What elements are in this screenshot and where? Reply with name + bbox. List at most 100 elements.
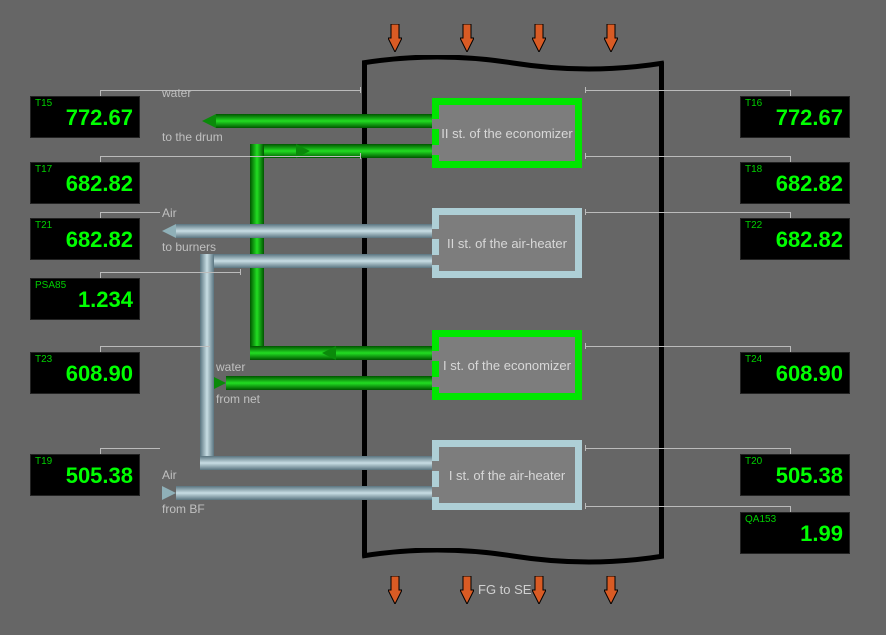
gauge-tag: T17 [35,164,52,175]
block-label: I st. of the economizer [443,358,571,373]
boundary-bottom [362,548,664,566]
flow-arrow-bot-3 [532,576,546,604]
gauge-value: 682.82 [776,171,843,196]
gauge-value: 1.234 [78,287,133,312]
pipe-water-to-drum [216,114,432,128]
label-from-net: from net [216,392,260,406]
wire [100,346,210,347]
block-economizer-1: I st. of the economizer [432,330,582,400]
flow-arrow-bot-2 [460,576,474,604]
pipe-air-h2-h1-b [200,456,432,470]
pipe-water-econ2-econ1-v [250,144,264,360]
wire [585,346,790,347]
gauge-t22: T22 682.82 [740,218,850,260]
gauge-t16: T16 772.67 [740,96,850,138]
wire-tick [585,343,586,349]
wire [585,506,790,507]
gauge-t18: T18 682.82 [740,162,850,204]
gauge-t24: T24608.90 [740,352,850,394]
wire-tick [585,209,586,215]
gauge-tag: T20 [745,456,762,467]
gauge-value: 682.82 [66,227,133,252]
pipe-water-from-net [226,376,432,390]
pipe-arrow-icon [212,376,226,390]
wire [100,90,360,91]
gauge-t17: T17 682.82 [30,162,140,204]
gauge-tag: T23 [35,354,52,365]
block-label: I st. of the air-heater [449,468,565,483]
label-water: water [162,86,191,100]
gauge-value: 682.82 [776,227,843,252]
pipe-arrow-icon [162,486,176,500]
wire [100,156,360,157]
wire-tick [585,445,586,451]
boundary-left [362,62,367,556]
pipe-arrow-icon [322,346,336,360]
gauge-value: 505.38 [66,463,133,488]
wire [585,90,790,91]
label-to-drum: to the drum [162,130,223,144]
gauge-tag: T22 [745,220,762,231]
label-fg-to-se: FG to SE [478,582,531,597]
wire [100,272,240,273]
gauge-value: 772.67 [66,105,133,130]
gauge-t15: T15 772.67 [30,96,140,138]
flow-arrow-bot-4 [604,576,618,604]
pipe-air-from-bf [176,486,432,500]
gauge-value: 682.82 [66,171,133,196]
wire [100,212,160,213]
gauge-value: 608.90 [66,361,133,386]
wire [790,90,791,96]
flow-arrow-top-4 [604,24,618,52]
label-air-2: Air [162,468,177,482]
gauge-tag: T18 [745,164,762,175]
wire [790,448,791,454]
gauge-tag: T15 [35,98,52,109]
boundary-right [659,62,664,556]
gauge-value: 1.99 [800,521,843,546]
label-to-burners: to burners [162,240,216,254]
gauge-t23: T23 608.90 [30,352,140,394]
gauge-tag: PSA85 [35,280,66,291]
wire [585,212,790,213]
pipe-air-h2-h1-a [200,254,432,268]
block-airheater-2: II st. of the air-heater [432,208,582,278]
flow-arrow-top-2 [460,24,474,52]
wire-tick [240,269,241,275]
gauge-qa153: QA153 1.99 [740,512,850,554]
wire [790,506,791,512]
gauge-value: 505.38 [776,463,843,488]
wire-tick [585,87,586,93]
flow-arrow-top-1 [388,24,402,52]
pipe-water-econ2-econ1-h2 [250,346,432,360]
gauge-value: 772.67 [776,105,843,130]
gauge-tag: T24 [745,354,762,365]
label-from-bf: from BF [162,502,205,516]
pipe-arrow-icon [162,224,176,238]
gauge-tag: T16 [745,98,762,109]
wire-tick [585,503,586,509]
wire [585,156,790,157]
wire [790,212,791,218]
wire-tick [585,153,586,159]
wire [790,346,791,352]
block-airheater-1: I st. of the air-heater [432,440,582,510]
flow-arrow-bot-1 [388,576,402,604]
wire [585,448,790,449]
gauge-tag: T19 [35,456,52,467]
wire-tick [360,153,361,159]
wire [790,156,791,162]
wire [100,448,160,449]
gauge-tag: T21 [35,220,52,231]
flow-arrow-top-3 [532,24,546,52]
label-air: Air [162,206,177,220]
block-label: II st. of the air-heater [447,236,567,251]
gauge-tag: QA153 [745,514,776,525]
wire-tick [360,87,361,93]
gauge-t19: T19 505.38 [30,454,140,496]
gauge-psa85: PSA85 1.234 [30,278,140,320]
pipe-air-to-burners [176,224,432,238]
gauge-t20: T20 505.38 [740,454,850,496]
block-economizer-2: II st. of the economizer [432,98,582,168]
block-label: II st. of the economizer [441,126,573,141]
